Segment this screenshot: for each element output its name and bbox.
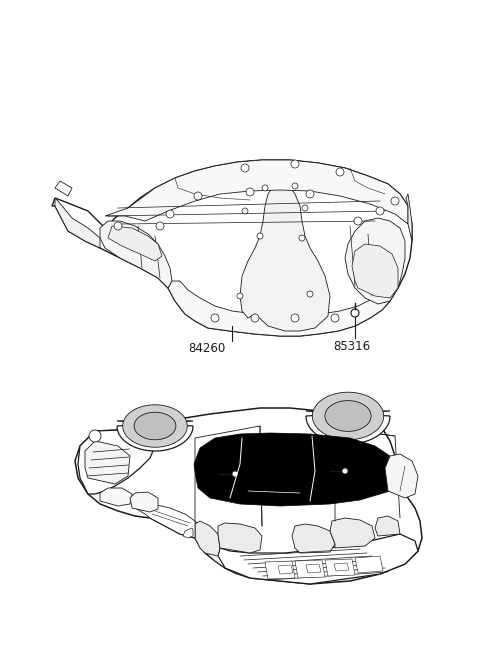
- Polygon shape: [55, 181, 72, 196]
- Polygon shape: [130, 492, 158, 512]
- Polygon shape: [278, 565, 293, 574]
- Circle shape: [241, 164, 249, 172]
- Text: 85316: 85316: [333, 340, 370, 352]
- Polygon shape: [355, 556, 383, 573]
- Polygon shape: [123, 405, 187, 447]
- Polygon shape: [105, 160, 408, 224]
- Polygon shape: [218, 534, 418, 584]
- Polygon shape: [55, 198, 100, 248]
- Polygon shape: [325, 559, 355, 576]
- Polygon shape: [100, 221, 172, 288]
- Circle shape: [307, 291, 313, 297]
- Circle shape: [114, 222, 122, 230]
- Circle shape: [292, 183, 298, 189]
- Polygon shape: [375, 516, 400, 536]
- Circle shape: [156, 222, 164, 230]
- Text: 84260: 84260: [188, 342, 225, 354]
- Polygon shape: [330, 518, 375, 548]
- Polygon shape: [334, 563, 349, 571]
- Polygon shape: [312, 392, 384, 440]
- Polygon shape: [168, 281, 390, 336]
- Polygon shape: [265, 561, 295, 579]
- Circle shape: [262, 185, 268, 191]
- Circle shape: [351, 309, 359, 317]
- Polygon shape: [192, 521, 225, 568]
- Polygon shape: [75, 408, 422, 584]
- Polygon shape: [100, 488, 132, 506]
- Polygon shape: [218, 523, 262, 553]
- Circle shape: [134, 426, 146, 438]
- Circle shape: [331, 314, 339, 322]
- Circle shape: [257, 233, 263, 239]
- Circle shape: [237, 293, 243, 299]
- Polygon shape: [134, 412, 176, 440]
- Polygon shape: [306, 564, 321, 573]
- Circle shape: [354, 217, 362, 225]
- Polygon shape: [135, 501, 195, 538]
- Circle shape: [391, 197, 399, 205]
- Circle shape: [342, 468, 348, 474]
- Circle shape: [89, 430, 101, 442]
- Polygon shape: [117, 421, 193, 451]
- Polygon shape: [406, 194, 412, 241]
- Circle shape: [302, 205, 308, 211]
- Polygon shape: [292, 524, 335, 553]
- Polygon shape: [195, 521, 220, 556]
- Circle shape: [336, 168, 344, 176]
- Polygon shape: [108, 226, 162, 261]
- Polygon shape: [325, 401, 371, 432]
- Polygon shape: [52, 160, 412, 336]
- Circle shape: [306, 190, 314, 198]
- Circle shape: [299, 235, 305, 241]
- Circle shape: [246, 188, 254, 196]
- Polygon shape: [345, 218, 405, 304]
- Circle shape: [376, 207, 384, 215]
- Circle shape: [232, 471, 238, 477]
- Polygon shape: [78, 428, 155, 494]
- Circle shape: [291, 160, 299, 168]
- Circle shape: [211, 314, 219, 322]
- Polygon shape: [183, 528, 193, 538]
- Circle shape: [251, 314, 259, 322]
- Polygon shape: [352, 244, 398, 298]
- Polygon shape: [295, 560, 325, 578]
- Circle shape: [194, 192, 202, 200]
- Polygon shape: [194, 433, 395, 506]
- Polygon shape: [385, 454, 418, 498]
- Circle shape: [242, 208, 248, 214]
- Polygon shape: [240, 181, 330, 331]
- Polygon shape: [306, 411, 390, 444]
- Circle shape: [166, 210, 174, 218]
- Circle shape: [291, 314, 299, 322]
- Polygon shape: [85, 441, 130, 484]
